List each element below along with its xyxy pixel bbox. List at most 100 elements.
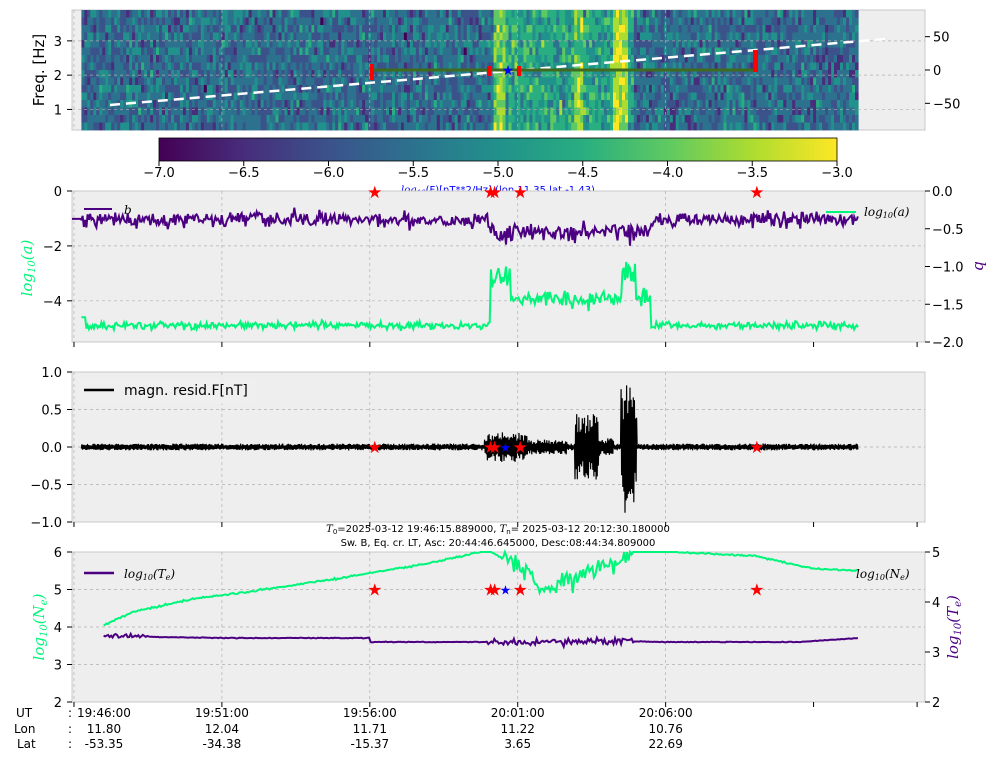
spectrogram-cell [520, 32, 524, 41]
spectrogram-cell [577, 40, 581, 48]
spectrogram-cell [293, 62, 297, 71]
spectrogram-cell [460, 47, 465, 56]
spectrogram-cell [819, 100, 823, 108]
spectrogram-cell [242, 17, 247, 26]
spectrogram-cell [332, 77, 336, 86]
spectrogram-cell [138, 70, 142, 78]
spectrogram-cell [194, 85, 199, 93]
spectrogram-cell [490, 10, 495, 18]
spectrogram-cell [427, 100, 432, 108]
spectrogram-cell [260, 100, 265, 108]
spectrogram-cell [756, 107, 760, 116]
spectrogram-cell [610, 25, 614, 33]
spectrogram-cell [257, 107, 262, 116]
spectrogram-cell [433, 115, 438, 123]
spectrogram-cell [708, 107, 713, 116]
spectrogram-cell [693, 115, 698, 123]
spectrogram-cell [669, 115, 674, 123]
spectrogram-cell [409, 100, 414, 108]
spectrogram-cell [203, 70, 208, 78]
spectrogram-cell [290, 107, 294, 116]
spectrogram-cell [828, 70, 832, 78]
spectrogram-cell [275, 32, 280, 41]
spectrogram-cell [224, 77, 229, 86]
spectrogram-cell [774, 70, 778, 78]
spectrogram-cell [365, 70, 369, 78]
spectrogram-cell [380, 100, 384, 108]
spectrogram-cell [532, 107, 536, 116]
spectrogram-cell [460, 85, 465, 93]
spectrogram-cell [538, 32, 542, 41]
spectrogram-cell [365, 85, 369, 93]
spectrogram-cell [392, 122, 396, 131]
spectrogram-cell [654, 100, 659, 108]
spectrogram-cell [239, 100, 244, 108]
spectrogram-cell [526, 122, 530, 131]
spectrogram-cell [541, 47, 545, 56]
spectrogram-cell [529, 85, 533, 93]
spectrogram-cell [179, 70, 184, 78]
spectrogram-cell [526, 10, 530, 18]
spectrogram-cell [529, 115, 533, 123]
spectrogram-cell [365, 92, 369, 101]
spectrogram-cell [660, 92, 665, 101]
spectrogram-cell [690, 47, 695, 56]
spectrogram-cell [708, 17, 713, 26]
spectrogram-cell [478, 40, 483, 48]
spectrogram-cell [777, 100, 781, 108]
spectrogram-cell [580, 100, 584, 108]
spectrogram-cell [311, 92, 315, 101]
spectrogram-cell [230, 47, 235, 56]
panel4-ylabel-right: log10(Te) [944, 595, 964, 659]
spectrogram-cell [442, 55, 447, 63]
spectrogram-cell [577, 17, 581, 26]
spectrogram-cell [672, 32, 677, 41]
spectrogram-cell [436, 107, 441, 116]
spectrogram-cell [433, 100, 438, 108]
spectrogram-cell [532, 115, 536, 123]
spectrogram-cell [460, 32, 465, 41]
spectrogram-cell [344, 115, 348, 123]
spectrogram-cell [221, 25, 226, 33]
spectrogram-cell [126, 55, 130, 63]
spectrogram-cell [377, 40, 381, 48]
spectrogram-cell [604, 85, 608, 93]
spectrogram-cell [472, 77, 477, 86]
spectrogram-cell [350, 62, 354, 71]
spectrogram-cell [789, 55, 793, 63]
spectrogram-cell [239, 55, 244, 63]
spectrogram-cell [335, 107, 339, 116]
spectrogram-cell [335, 40, 339, 48]
spectrogram-cell [780, 62, 784, 71]
spectrogram-cell [218, 100, 223, 108]
spectrogram-cell [625, 70, 629, 78]
spectrogram-cell [278, 122, 283, 131]
spectrogram-cell [254, 62, 259, 71]
spectrogram-cell [344, 32, 348, 41]
spectrogram-cell [756, 25, 760, 33]
spectrogram-cell [230, 77, 235, 86]
spectrogram-cell [371, 92, 375, 101]
spectrogram-cell [203, 77, 208, 86]
spectrogram-cell [499, 40, 504, 48]
spectrogram-cell [675, 55, 680, 63]
spectrogram-cell [290, 122, 294, 131]
spectrogram-cell [705, 122, 710, 131]
spectrogram-cell [699, 85, 704, 93]
spectrogram-cell [182, 47, 187, 56]
spectrogram-cell [834, 85, 838, 93]
spectrogram-cell [786, 70, 790, 78]
spectrogram-cell [412, 115, 417, 123]
spectrogram-cell [804, 25, 808, 33]
spectrogram-cell [359, 32, 363, 41]
spectrogram-cell [696, 62, 701, 71]
spectrogram-cell [556, 10, 560, 18]
spectrogram-cell [335, 77, 339, 86]
spectrogram-cell [197, 92, 202, 101]
spectrogram-cell [556, 77, 560, 86]
spectrogram-cell [708, 100, 713, 108]
spectrogram-cell [93, 115, 97, 123]
spectrogram-right-ticks: 500−50 [925, 31, 960, 112]
panel4-ytick-left: 6 [54, 546, 62, 561]
spectrogram-cell [535, 70, 539, 78]
